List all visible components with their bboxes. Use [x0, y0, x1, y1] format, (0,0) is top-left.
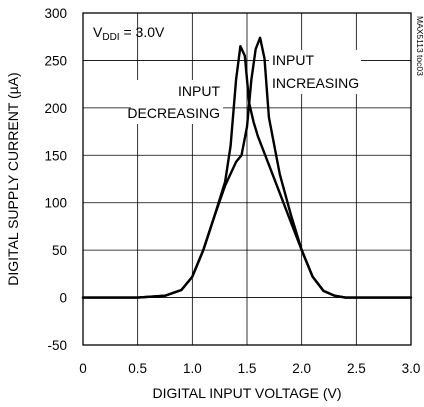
x-tick-label: 0	[79, 361, 87, 376]
condition-main: V	[93, 24, 103, 40]
condition-label: VDDI = 3.0V	[93, 24, 165, 43]
y-tick-label: 100	[44, 196, 67, 211]
x-tick-label: 2.5	[347, 361, 366, 376]
y-tick-label: 0	[59, 291, 67, 306]
annotation-increasing-line2: INCREASING	[272, 75, 359, 91]
y-tick-label: 150	[44, 148, 67, 163]
x-tick-label: 1.0	[183, 361, 202, 376]
y-axis-title: DIGITAL SUPPLY CURRENT (µA)	[5, 72, 21, 285]
annotation-increasing-line1: INPUT	[272, 52, 314, 68]
y-tick-label: 250	[44, 53, 67, 68]
y-tick-label: 50	[52, 243, 67, 258]
annotation-input-increasing: INPUT INCREASING	[269, 50, 361, 94]
y-tick-label: -50	[47, 338, 67, 353]
grid-lines	[83, 13, 411, 345]
annotation-decreasing-line1: INPUT	[178, 83, 220, 99]
series-line-decreasing	[81, 45, 413, 299]
y-tick-label: 300	[44, 6, 67, 21]
plot-frame	[82, 12, 412, 346]
annotation-input-decreasing: INPUT DECREASING	[127, 80, 223, 124]
x-tick-label: 1.5	[238, 361, 257, 376]
x-tick-label: 0.5	[128, 361, 147, 376]
annotation-decreasing-line2: DECREASING	[127, 105, 220, 121]
tick-labels: 0 0.5 1.0 1.5 2.0 2.5 3.0 -50 0 50 100 150 200 250 300	[44, 6, 420, 376]
series-layer	[81, 36, 413, 299]
x-axis-title: DIGITAL INPUT VOLTAGE (V)	[152, 385, 341, 401]
x-tick-label: 3.0	[402, 361, 421, 376]
condition-rest: = 3.0V	[120, 24, 165, 40]
figure-id-label: MAX5113 toc03	[415, 16, 424, 76]
x-tick-label: 2.0	[292, 361, 311, 376]
y-tick-label: 200	[44, 101, 67, 116]
condition-subscript: DDI	[102, 32, 119, 43]
